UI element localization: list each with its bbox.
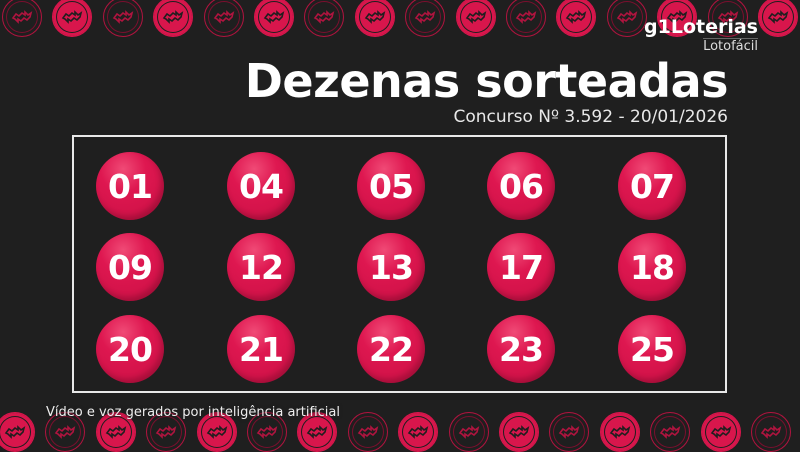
number-ball: 09 (96, 233, 164, 301)
money-coin-icon (506, 0, 546, 37)
money-coin-icon (405, 0, 446, 37)
money-coin-icon (599, 412, 640, 452)
money-coin-icon (606, 0, 647, 37)
money-coin-icon (52, 0, 93, 37)
money-coin-icon (700, 412, 741, 452)
game-name: Lotofácil (703, 38, 758, 54)
contest-info: Concurso Nº 3.592 - 20/01/2026 (453, 107, 728, 127)
money-coin-icon (203, 0, 244, 37)
money-coin-icon (398, 412, 439, 452)
money-coin-icon (153, 0, 194, 37)
numbers-panel (72, 135, 727, 393)
money-coin-icon (196, 412, 237, 452)
money-coin-icon (254, 0, 294, 37)
money-coin-icon (102, 0, 143, 37)
number-ball: 20 (96, 315, 164, 383)
money-coin-icon (499, 412, 539, 452)
money-coin-icon (556, 0, 597, 37)
brand-name: g1Loterias (644, 16, 758, 38)
number-ball: 04 (227, 152, 295, 220)
number-ball: 18 (618, 233, 686, 301)
money-coin-icon (751, 412, 791, 452)
money-coin-icon (95, 412, 136, 452)
number-ball: 17 (487, 233, 555, 301)
g1-loterias-logo: g1Loterias Lotofácil (644, 16, 758, 57)
number-ball: 06 (487, 152, 555, 220)
money-coin-icon (0, 412, 35, 452)
number-ball: 13 (357, 233, 425, 301)
number-ball: 25 (618, 315, 686, 383)
number-ball: 22 (357, 315, 425, 383)
number-ball: 21 (227, 315, 295, 383)
ai-disclaimer: Vídeo e voz gerados por inteligência art… (46, 405, 340, 420)
money-coin-icon (2, 0, 42, 37)
money-coin-icon (650, 412, 691, 452)
money-coin-icon (297, 412, 338, 452)
number-ball: 12 (227, 233, 295, 301)
money-coin-icon (455, 0, 496, 37)
money-coin-icon (347, 412, 388, 452)
money-coin-icon (448, 412, 489, 452)
page-title: Dezenas sorteadas (244, 54, 729, 108)
money-coin-icon (707, 0, 748, 37)
money-coin-icon (354, 0, 395, 37)
money-coin-icon (758, 0, 798, 37)
number-ball: 01 (96, 152, 164, 220)
number-ball: 23 (487, 315, 555, 383)
money-coin-icon (657, 0, 698, 37)
number-ball: 05 (357, 152, 425, 220)
number-ball: 07 (618, 152, 686, 220)
money-coin-icon (304, 0, 345, 37)
money-coin-icon (549, 412, 590, 452)
